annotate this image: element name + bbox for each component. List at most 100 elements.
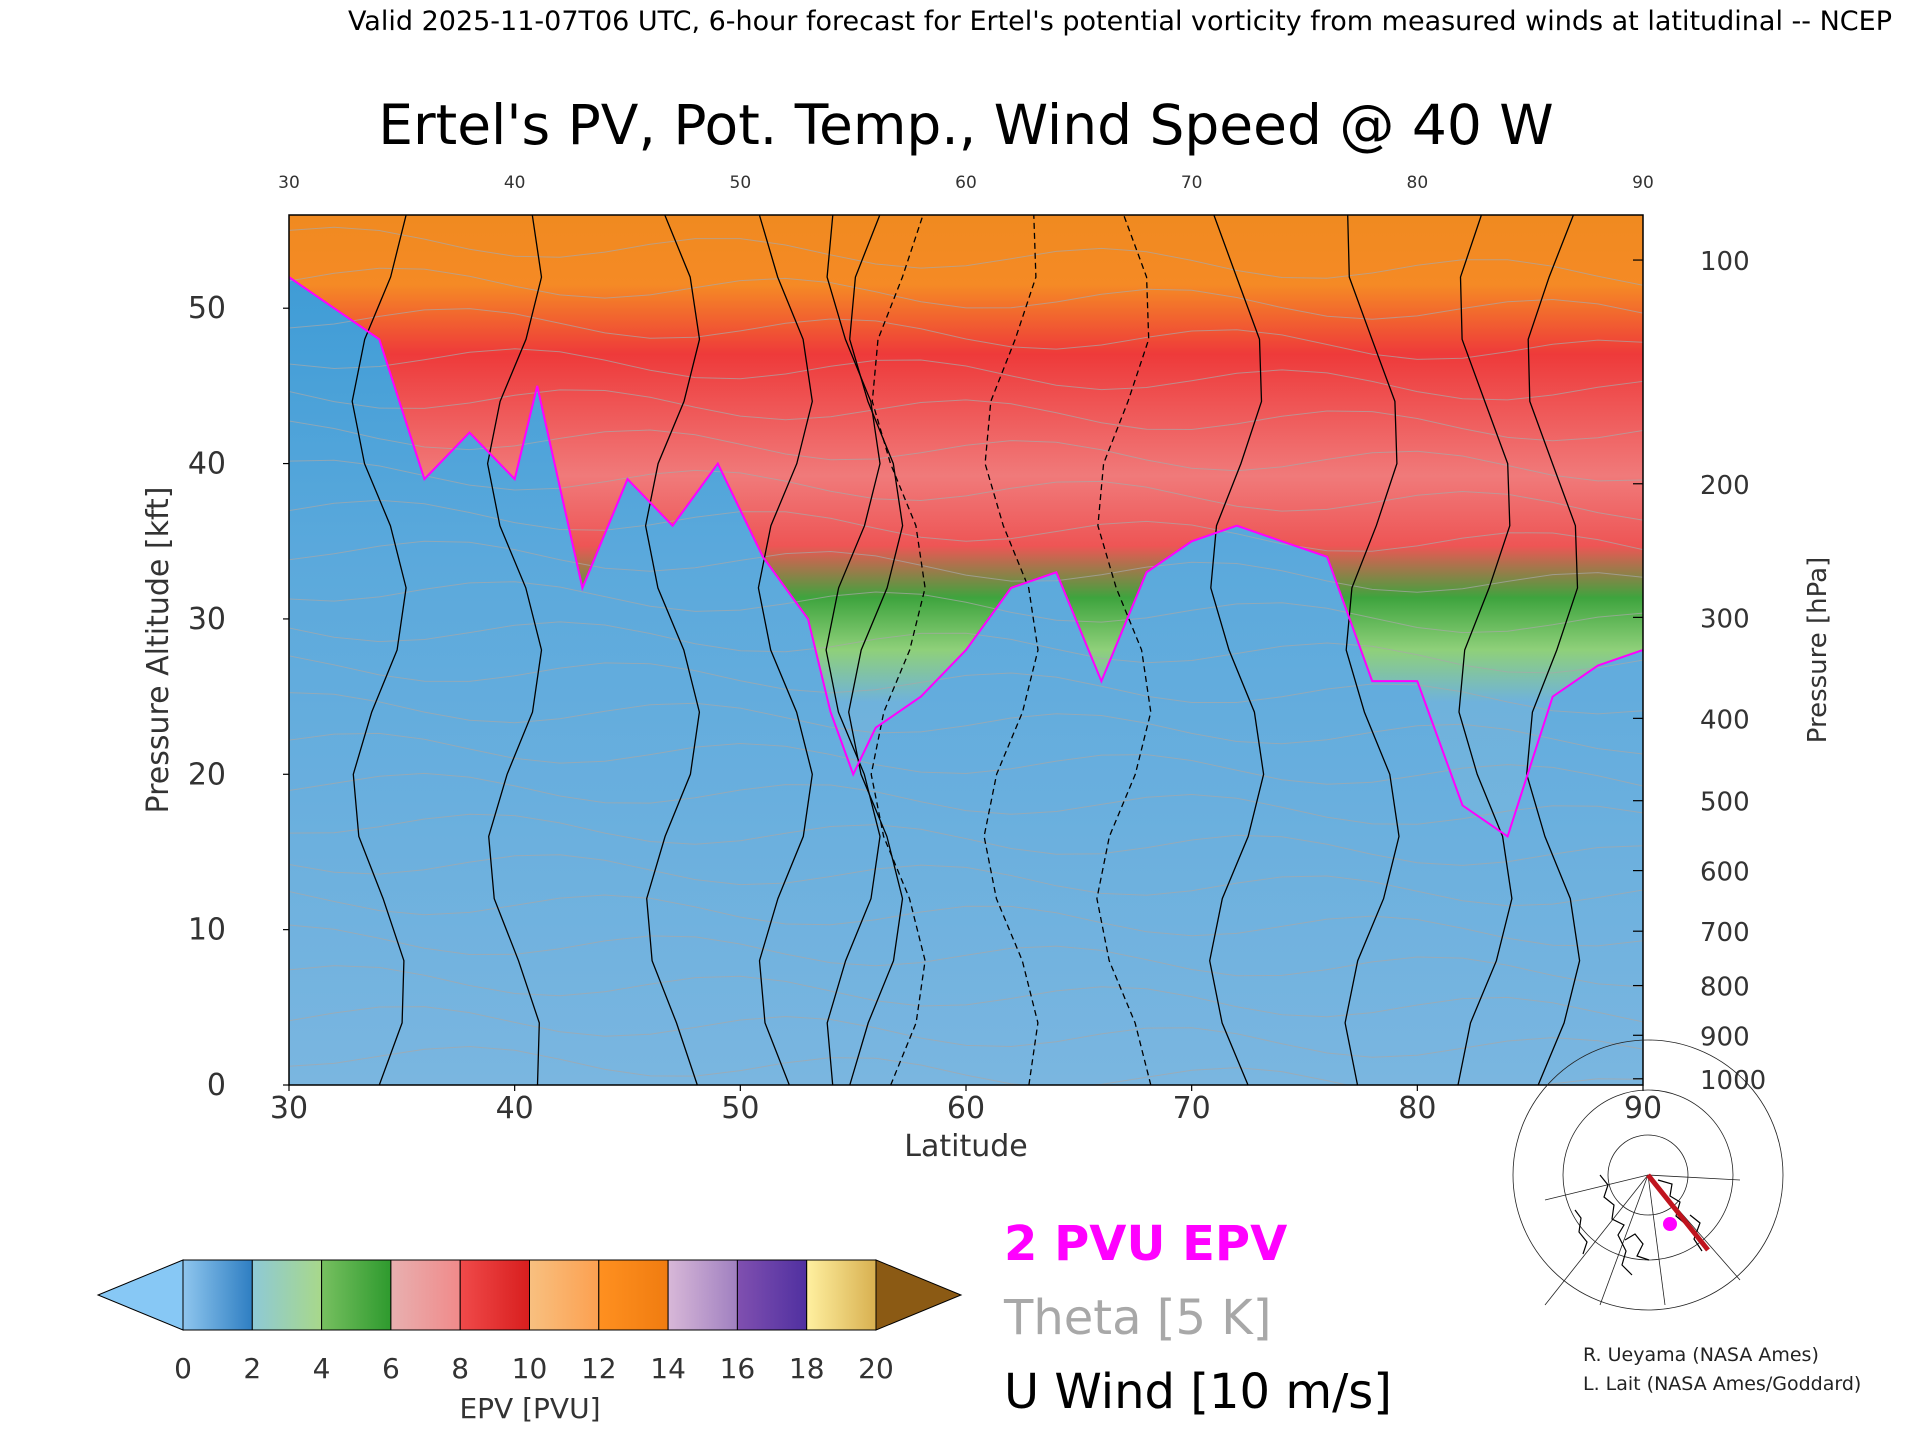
y-tick-label: 50 bbox=[188, 291, 226, 326]
x-tick-label-top: 70 bbox=[1181, 173, 1203, 193]
theta-isentrope bbox=[289, 813, 1643, 866]
theta-isentrope bbox=[289, 420, 1643, 482]
theta-isentrope bbox=[289, 924, 1643, 988]
y-tick-label: 40 bbox=[188, 447, 226, 482]
u-wind-contour bbox=[825, 215, 881, 1085]
pressure-tick-label: 300 bbox=[1700, 604, 1750, 634]
colorbar-band bbox=[529, 1259, 600, 1331]
u-wind-contour bbox=[983, 215, 1039, 1085]
u-wind-contour bbox=[1526, 215, 1581, 1085]
colorbar-over-arrow bbox=[875, 1259, 963, 1331]
colorbar-band bbox=[459, 1259, 531, 1331]
theta-isentrope bbox=[289, 459, 1643, 521]
theta-isentrope bbox=[289, 499, 1643, 552]
u-wind-contours bbox=[351, 215, 1581, 1085]
x-tick-label: 90 bbox=[1624, 1091, 1662, 1126]
locator-map bbox=[1512, 1039, 1784, 1311]
colorbar: 0 2 4 6 8 10 12 14 16 18 20 bbox=[96, 1259, 963, 1385]
x-tick-label: 70 bbox=[1173, 1091, 1211, 1126]
colorbar-band bbox=[667, 1259, 738, 1331]
locator-map-coastlines bbox=[1574, 1174, 1703, 1276]
theta-isentrope bbox=[289, 540, 1643, 593]
u-wind-contour bbox=[1096, 215, 1152, 1085]
u-wind-contour bbox=[870, 215, 926, 1085]
x-axis-label: Latitude bbox=[904, 1129, 1027, 1164]
colorbar-band bbox=[390, 1259, 461, 1331]
colorbar-tick-label: 20 bbox=[858, 1352, 894, 1385]
colorbar-tick-label: 14 bbox=[650, 1352, 686, 1385]
legend: 2 PVU EPV Theta [5 K] U Wind [10 m/s] bbox=[1003, 1216, 1392, 1420]
legend-item-theta: Theta [5 K] bbox=[1003, 1290, 1272, 1346]
locator-map-frame bbox=[1543, 1155, 1741, 1305]
x-tick-label-top: 40 bbox=[504, 173, 526, 193]
credit-line-1: R. Ueyama (NASA Ames) bbox=[1583, 1344, 1819, 1366]
colorbar-tick-label: 6 bbox=[382, 1352, 400, 1385]
colorbar-band bbox=[182, 1259, 253, 1331]
theta-isentrope bbox=[289, 267, 1643, 320]
colorbar-under-arrow bbox=[96, 1259, 184, 1331]
colorbar-tick-label: 10 bbox=[512, 1352, 548, 1385]
locator-map-point bbox=[1663, 1217, 1677, 1231]
x-tick-label: 40 bbox=[496, 1091, 534, 1126]
colorbar-tick-label: 16 bbox=[720, 1352, 756, 1385]
pressure-tick-label: 900 bbox=[1700, 1022, 1750, 1052]
theta-isentrope bbox=[289, 732, 1643, 787]
troposphere-fill bbox=[289, 277, 1643, 1085]
u-wind-contour bbox=[1457, 215, 1513, 1085]
theta-isentrope bbox=[289, 854, 1643, 907]
y-tick-label: 30 bbox=[188, 602, 226, 637]
pressure-tick-label: 500 bbox=[1700, 788, 1750, 818]
y-tick-label: 10 bbox=[188, 913, 226, 948]
axes: 3030404050506060707080809090010203040501… bbox=[188, 173, 1766, 1126]
colorbar-band bbox=[736, 1259, 808, 1331]
pressure-tick-label: 800 bbox=[1700, 973, 1750, 1003]
colorbar-tick-label: 18 bbox=[789, 1352, 825, 1385]
credit-line-2: L. Lait (NASA Ames/Goddard) bbox=[1583, 1373, 1861, 1395]
theta-isentrope bbox=[289, 581, 1643, 634]
chart-title: Ertel's PV, Pot. Temp., Wind Speed @ 40 … bbox=[378, 93, 1553, 157]
x-tick-label-top: 80 bbox=[1407, 173, 1429, 193]
x-tick-label: 60 bbox=[947, 1091, 985, 1126]
legend-item-tropopause: 2 PVU EPV bbox=[1004, 1216, 1287, 1272]
tropopause-2pvu-line bbox=[289, 276, 1643, 838]
theta-isentrope bbox=[289, 772, 1643, 825]
theta-isentrope bbox=[289, 891, 1643, 947]
colorbar-tick-label: 8 bbox=[451, 1352, 469, 1385]
x-tick-label-top: 30 bbox=[278, 173, 300, 193]
theta-isentrope bbox=[289, 1006, 1643, 1058]
theta-isentrope bbox=[289, 621, 1643, 674]
colorbar-band bbox=[251, 1259, 323, 1331]
y-tick-label: 0 bbox=[207, 1068, 226, 1103]
x-tick-label-top: 90 bbox=[1632, 173, 1654, 193]
theta-isentrope bbox=[289, 348, 1643, 401]
colorbar-tick-label: 2 bbox=[243, 1352, 261, 1385]
y-tick-label: 20 bbox=[188, 757, 226, 792]
x-tick-label: 80 bbox=[1398, 1091, 1436, 1126]
theta-isentrope bbox=[289, 226, 1643, 286]
theta-isentrope bbox=[289, 655, 1643, 715]
colorbar-tick-label: 0 bbox=[174, 1352, 192, 1385]
colorbar-tick-label: 12 bbox=[581, 1352, 617, 1385]
x-tick-label: 30 bbox=[270, 1091, 308, 1126]
plot-area bbox=[289, 215, 1643, 1085]
valid-line: Valid 2025-11-07T06 UTC, 6-hour forecast… bbox=[348, 6, 1892, 37]
theta-isentrope bbox=[289, 692, 1643, 755]
theta-isentrope bbox=[289, 965, 1643, 1023]
y2-axis-label: Pressure [hPa] bbox=[1803, 557, 1833, 744]
colorbar-band bbox=[598, 1259, 669, 1331]
colorbar-tick-label: 4 bbox=[313, 1352, 331, 1385]
u-wind-contour bbox=[848, 215, 904, 1085]
theta-isentrope bbox=[289, 1045, 1643, 1085]
y-axis-label: Pressure Altitude [kft] bbox=[141, 487, 176, 814]
pressure-tick-label: 1000 bbox=[1700, 1066, 1766, 1096]
locator-map-track bbox=[1646, 1173, 1710, 1252]
u-wind-contour bbox=[486, 215, 543, 1085]
x-tick-label-top: 60 bbox=[955, 173, 977, 193]
u-wind-contour bbox=[351, 215, 407, 1085]
pressure-tick-label: 600 bbox=[1700, 858, 1750, 888]
u-wind-contour bbox=[644, 215, 701, 1085]
u-wind-contour bbox=[1209, 215, 1265, 1085]
colorbar-label: EPV [PVU] bbox=[459, 1392, 600, 1425]
theta-isentropes bbox=[289, 226, 1643, 1085]
